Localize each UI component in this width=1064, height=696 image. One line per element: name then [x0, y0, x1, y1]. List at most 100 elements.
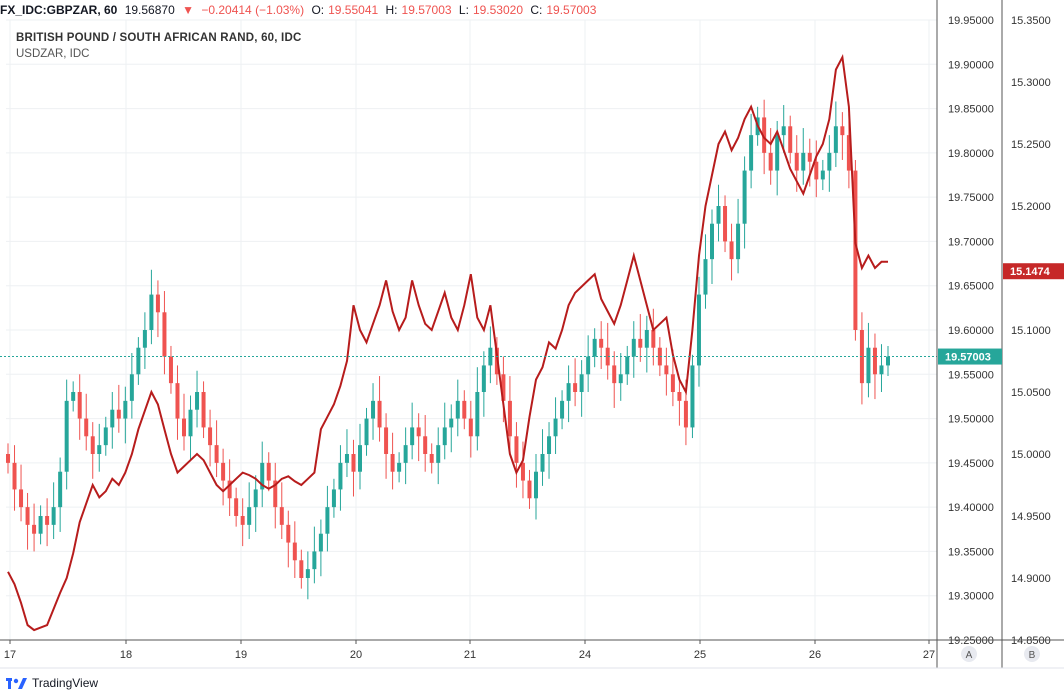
tradingview-logo[interactable]: TradingView — [6, 676, 98, 690]
candle-body — [742, 170, 747, 224]
candle-body — [683, 400, 688, 428]
candle-body — [318, 533, 323, 552]
candle-body — [208, 427, 213, 446]
candle-body — [807, 152, 812, 162]
candle-body — [553, 418, 558, 437]
candle-body — [221, 462, 226, 481]
candle-body — [201, 392, 206, 428]
open-label: O: — [311, 3, 325, 17]
scale-auto-button — [961, 646, 977, 662]
candle-body — [90, 436, 95, 454]
candle-body — [234, 498, 239, 516]
candle-body — [429, 454, 434, 463]
left-scale-tick: 19.70000 — [948, 236, 994, 248]
candle-body — [149, 294, 154, 330]
candle-body — [344, 454, 349, 463]
scale-b-button — [1024, 646, 1040, 662]
candle-body — [403, 445, 408, 463]
candle-body — [358, 445, 362, 472]
grid-lines — [6, 19, 937, 640]
candle-body — [416, 427, 421, 437]
candle-body — [690, 365, 695, 428]
candle-body — [566, 383, 571, 401]
candle-body — [116, 409, 121, 419]
candle-body — [788, 126, 793, 153]
axes: 17 18 19 20 21 24 25 26 27 19.95000 19.90000 19.850… — [0, 0, 1064, 669]
candle-body — [32, 524, 37, 534]
candle-body — [481, 365, 486, 392]
candle-body — [175, 383, 180, 419]
symbol-name[interactable]: FX_IDC:GBPZAR, 60 — [0, 3, 118, 17]
candle-body — [599, 338, 604, 348]
candle-body — [253, 489, 258, 508]
candle-body — [716, 206, 721, 224]
candle-body — [592, 338, 597, 357]
candle-body — [736, 223, 741, 260]
candle-body — [449, 418, 454, 428]
left-scale-tick: 19.60000 — [948, 325, 994, 337]
left-scale-tick: 19.40000 — [948, 502, 994, 514]
candle-body — [827, 152, 832, 171]
candle-body — [442, 427, 447, 446]
right-scale-tick: 15.2000 — [1011, 201, 1051, 213]
tradingview-icon — [6, 678, 27, 689]
left-scale-tick: 19.65000 — [948, 281, 994, 293]
x-tick-label: 24 — [579, 649, 591, 661]
price-change: −0.20414 (−1.03%) — [201, 3, 305, 17]
candle-body — [501, 374, 506, 401]
candle-body — [475, 392, 480, 437]
right-scale-tick: 14.8500 — [1011, 635, 1051, 647]
down-arrow-icon: ▼ — [182, 3, 194, 17]
candle-body — [162, 312, 167, 357]
left-scale-tick: 19.55000 — [948, 369, 994, 381]
candle-body — [227, 480, 232, 499]
candle-body — [338, 462, 343, 490]
scale-auto-label: A — [966, 650, 973, 661]
candle-body — [397, 462, 402, 472]
left-scale-tick: 19.75000 — [948, 192, 994, 204]
x-tick-label: 17 — [4, 649, 16, 661]
candle-body — [762, 117, 767, 153]
candle-body — [214, 445, 219, 463]
close-value: 19.57003 — [546, 3, 597, 17]
left-scale-tick: 19.45000 — [948, 458, 994, 470]
candle-body — [547, 436, 552, 454]
candle-body — [605, 347, 610, 366]
x-tick-label: 21 — [464, 649, 476, 661]
candle-body — [696, 294, 701, 366]
candle-body — [540, 454, 545, 472]
candle-body — [749, 135, 754, 171]
right-scale-tick: 15.0000 — [1011, 449, 1051, 461]
high-value: 19.57003 — [401, 3, 452, 17]
candle-body — [58, 471, 63, 508]
last-price: 19.56870 — [124, 3, 175, 17]
candle-body — [664, 365, 669, 375]
candle-body — [579, 374, 584, 392]
right-scale-tick: 15.0500 — [1011, 387, 1051, 399]
scale-b-label: B — [1029, 650, 1036, 661]
x-tick-label: 25 — [694, 649, 706, 661]
candle-body — [781, 126, 786, 136]
candle-body — [625, 356, 630, 375]
x-tick-label: 18 — [120, 649, 132, 661]
candle-body — [631, 338, 636, 357]
low-value: 19.53020 — [472, 3, 523, 17]
candle-body — [384, 427, 389, 454]
candle-body — [468, 418, 473, 437]
candle-body — [410, 427, 415, 446]
right-scale-tick: 15.3500 — [1011, 15, 1051, 27]
symbol-header: FX_IDC:GBPZAR, 60 19.56870 ▼ −0.20414 (−… — [0, 0, 1064, 20]
x-tick-label: 20 — [350, 649, 362, 661]
candle-body — [51, 507, 56, 525]
candle-body — [364, 418, 369, 446]
candle-body — [188, 409, 193, 437]
candle-body — [801, 152, 806, 171]
candle-body — [703, 259, 708, 295]
candle-body — [886, 356, 890, 366]
candle-body — [794, 152, 799, 171]
left-scale-tick: 19.95000 — [948, 15, 994, 27]
left-scale-tick: 19.85000 — [948, 104, 994, 116]
candle-body — [775, 135, 780, 171]
candle-body — [286, 524, 291, 543]
